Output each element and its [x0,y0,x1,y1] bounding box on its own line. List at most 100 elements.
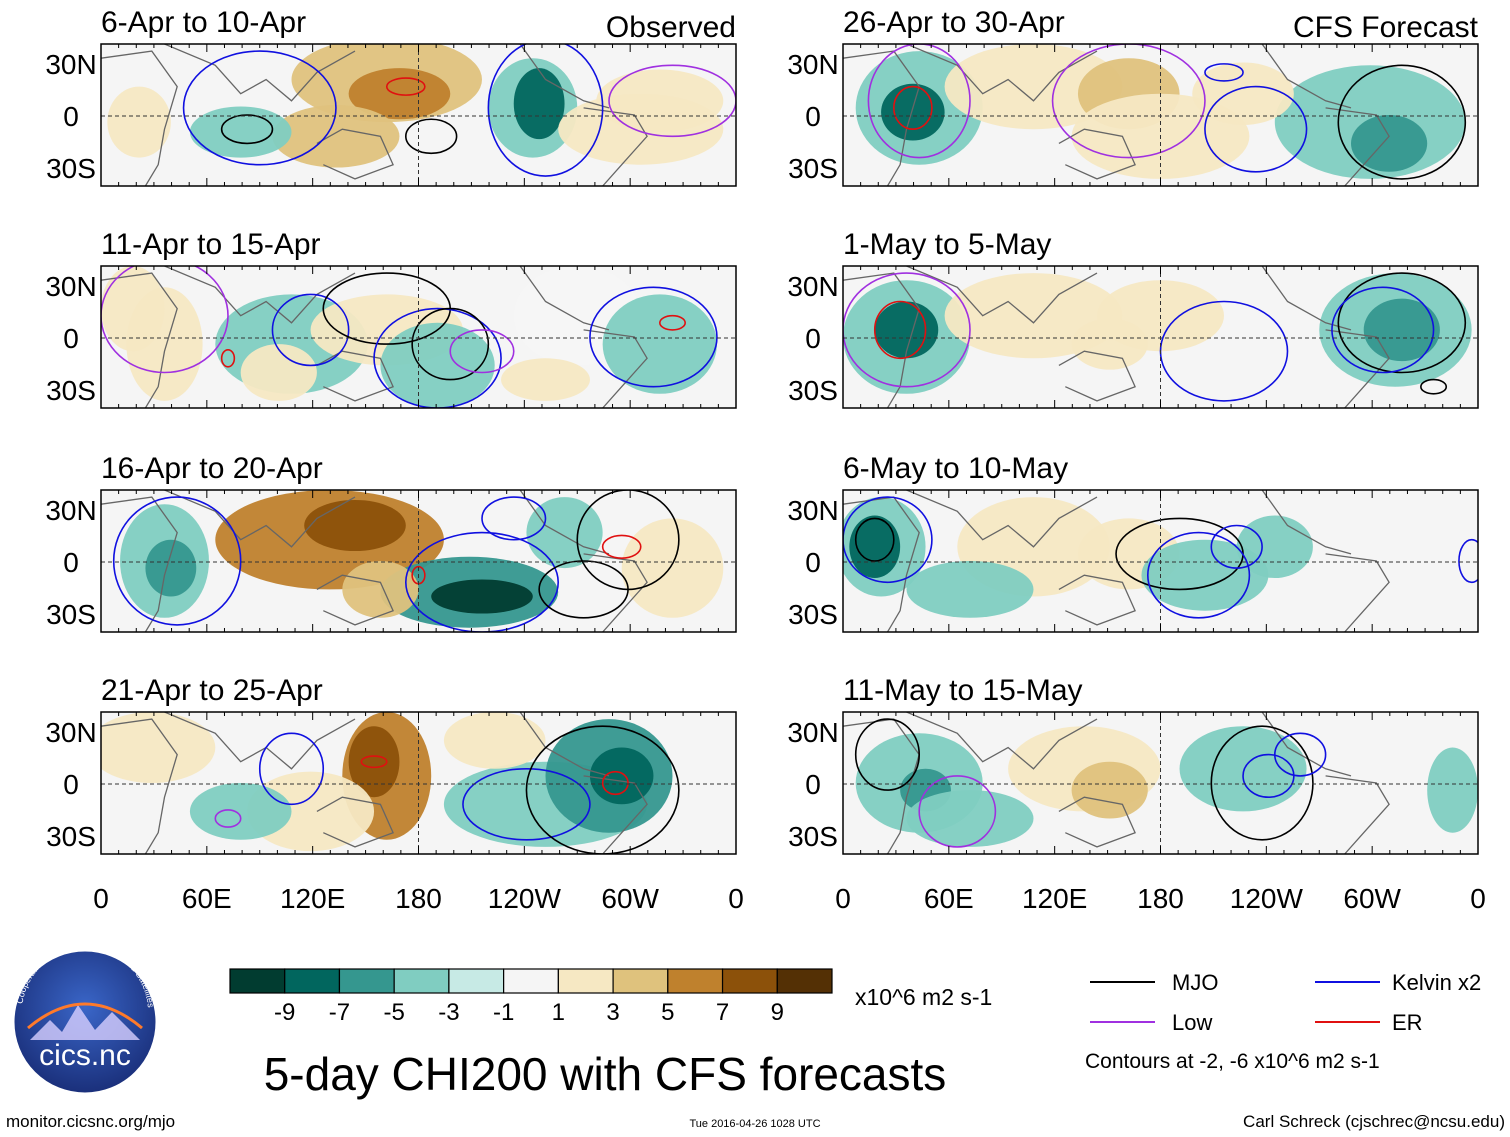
colorbar-swatch [393,968,450,994]
longitude-tick-label: 120E [1022,883,1087,914]
panel-date-label: 1-May to 5-May [843,228,1051,261]
longitude-tick-label: 180 [395,883,442,914]
contour-line [360,755,388,769]
colorbar-swatch [448,968,505,994]
contour-line [854,718,921,791]
contour-line [1204,85,1308,173]
panel-date-label: 16-Apr to 20-Apr [101,452,323,485]
colorbar-swatch [338,968,395,994]
latitude-tick-label: 30N [787,495,838,526]
contour-line [589,286,718,388]
map-panel: 30N 0 30S 16-Apr to 20-Apr [45,452,737,633]
field-anomaly-region [240,344,317,401]
field-anomaly-region [272,105,400,168]
field-anomaly-region [101,712,216,783]
contour-line [258,732,325,806]
latitude-tick-label: 30N [45,49,96,80]
contour-line [487,44,604,177]
field-anomaly-region [513,68,565,140]
contour-line [601,770,629,796]
longitude-tick-label: 60E [924,883,974,914]
colorbar-swatch [557,968,614,994]
latitude-tick-label: 0 [805,323,821,354]
latitude-tick-label: 0 [63,547,79,578]
contour-line [481,496,547,541]
colorbar-tick-label: 1 [552,999,565,1026]
field-anomaly-region [304,499,406,552]
colorbar-tick-label: 7 [716,999,729,1026]
contour-line [220,348,236,368]
panel-date-label: 26-Apr to 30-Apr [843,6,1065,39]
field-anomaly-region [247,771,375,852]
longitude-tick-label: 0 [93,883,109,914]
logo-mountains-icon [30,1005,140,1040]
field-anomaly-region [431,579,533,614]
field-anomaly-region [107,86,171,158]
latitude-tick-label: 0 [805,547,821,578]
legend-label-er: ER [1392,1010,1423,1035]
longitude-tick-label: 180 [1137,883,1184,914]
footer-author: Carl Schreck (cjschrec@ncsu.edu) [1243,1112,1505,1131]
contour-line [892,85,933,131]
legend-label-mjo: MJO [1172,970,1218,995]
contour-line [1273,732,1327,777]
latitude-tick-label: 30N [45,495,96,526]
contour-line [220,114,274,145]
contour-line [101,266,229,374]
latitude-tick-label: 30N [787,271,838,302]
field-anomaly-region [342,561,419,618]
contour-line [843,272,971,388]
map-panel: 30N 0 30S 11-May to 15-May [787,674,1479,855]
latitude-tick-label: 0 [805,101,821,132]
latitude-tick-label: 30S [788,821,838,852]
contour-line [918,775,997,848]
contour-line [112,496,242,626]
colorbar-tick-label: -1 [493,999,514,1026]
colorbar-tick-label: 5 [661,999,674,1026]
colorbar: -9 -7 -5 -3 -1 1 3 5 7 9 [229,968,833,1026]
contour-legend: MJO Kelvin x2 Low ER Contours at -2, -6 … [1085,970,1481,1073]
field-anomaly-region [189,106,292,158]
coastlines [843,490,1390,632]
contour-line [1458,538,1478,584]
panel-date-label: 6-Apr to 10-Apr [101,6,306,39]
contour-line [576,490,680,591]
longitude-tick-label: 60W [1343,883,1401,914]
contour-line [462,767,591,841]
contour-line [1420,378,1448,395]
colorbar-swatch [667,968,724,994]
latitude-tick-label: 30N [45,717,96,748]
colorbar-swatch [721,968,778,994]
latitude-tick-label: 30N [787,717,838,748]
colorbar-swatch [229,968,286,994]
figure-title: 5-day CHI200 with CFS forecasts [264,1048,947,1100]
colorbar-swatch [503,968,559,994]
latitude-tick-label: 30S [788,599,838,630]
field-anomaly-region [881,83,945,141]
latitude-tick-label: 0 [63,101,79,132]
contour-line [843,496,933,584]
panel-date-label: 6-May to 10-May [843,452,1068,485]
contour-line [1146,531,1251,619]
legend-label-low: Low [1172,1010,1212,1035]
colorbar-tick-label: 3 [606,999,619,1026]
field-anomaly-region [380,322,495,408]
contour-line [1204,63,1244,82]
contour-line [608,64,736,138]
field-anomaly-region [348,726,400,798]
footer-url: monitor.cicsnc.org/mjo [6,1112,175,1131]
legend-contour-note: Contours at -2, -6 x10^6 m2 s-1 [1085,1050,1380,1073]
field-anomaly-region [443,712,546,769]
forecast-label: CFS Forecast [1293,11,1479,44]
map-panel: 30N 0 30S 11-Apr to 15-Apr [45,228,737,409]
contour-line [411,307,490,381]
logo-wordmark: cics.nc [39,1039,131,1072]
field-anomaly-region [1179,726,1307,812]
contour-line [449,329,515,374]
longitude-tick-label: 0 [1470,883,1486,914]
legend-label-kelvin: Kelvin x2 [1392,970,1481,995]
field-anomaly-region [348,68,451,120]
contour-line [271,293,350,367]
field-anomaly-region [596,69,724,133]
latitude-tick-label: 30S [788,375,838,406]
